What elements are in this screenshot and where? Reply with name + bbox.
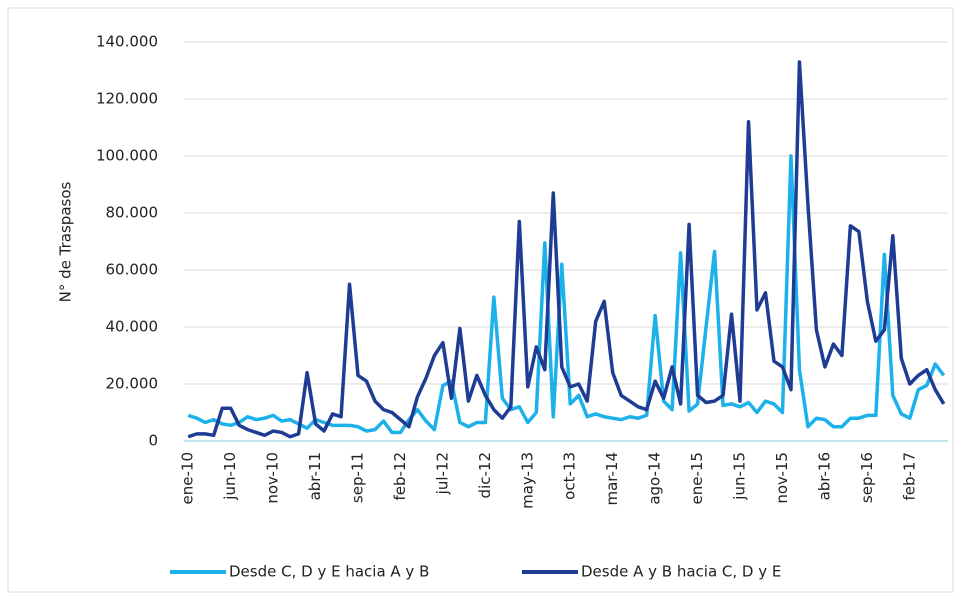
x-tick-label: sep-11 — [349, 452, 367, 503]
x-tick-label: sep-16 — [858, 452, 876, 503]
series-line — [187, 60, 946, 439]
x-tick-label: may-13 — [518, 452, 536, 509]
y-tick-label: 40.000 — [106, 318, 159, 336]
x-tick-label: feb-12 — [391, 452, 409, 501]
x-tick-label: jun-10 — [221, 452, 239, 501]
y-tick-label: 60.000 — [106, 261, 159, 279]
x-tick-label: oct-13 — [561, 452, 579, 500]
y-axis-label: N° de Traspasos — [57, 181, 75, 302]
x-tick-label: abr-16 — [815, 452, 833, 500]
x-tick-label: ene-15 — [688, 452, 706, 504]
y-tick-label: 100.000 — [96, 147, 158, 165]
x-tick-label: mar-14 — [603, 452, 621, 506]
y-tick-label: 140.000 — [96, 33, 158, 51]
x-tick-label: abr-11 — [306, 452, 324, 500]
x-tick-label: jul-12 — [433, 452, 451, 495]
legend-label: Desde A y B hacia C, D y E — [581, 563, 781, 581]
y-tick-label: 20.000 — [106, 375, 159, 393]
x-tick-label: feb-17 — [900, 452, 918, 501]
x-tick-label: jun-15 — [731, 452, 749, 501]
x-tick-label: ago-14 — [646, 452, 664, 505]
legend-label: Desde C, D y E hacia A y B — [229, 563, 429, 581]
x-tick-label: nov-10 — [264, 452, 282, 504]
y-tick-label: 0 — [148, 432, 158, 450]
y-tick-label: 120.000 — [96, 90, 158, 108]
x-tick-label: ene-10 — [179, 452, 197, 504]
y-tick-label: 80.000 — [106, 204, 159, 222]
x-tick-label: dic-12 — [476, 452, 494, 498]
x-tick-label: nov-15 — [773, 452, 791, 504]
